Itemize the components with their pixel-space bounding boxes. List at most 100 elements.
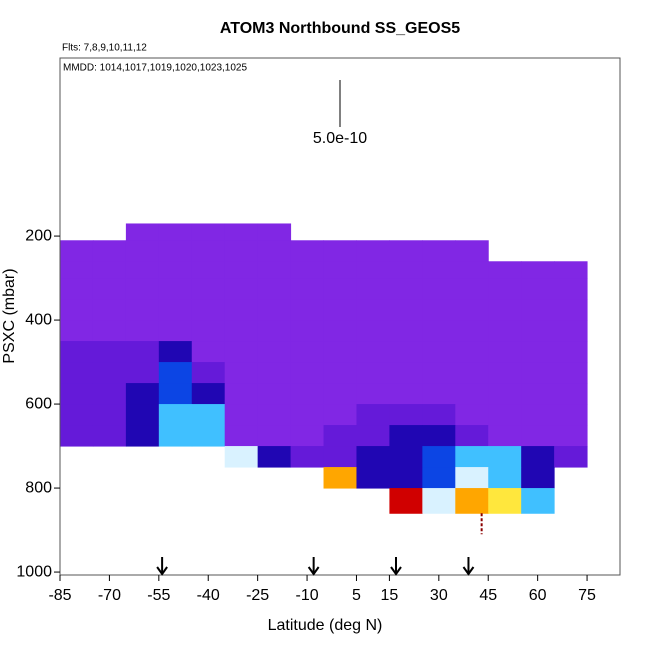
x-tick-label: 30 <box>430 587 448 604</box>
heatmap-cell <box>488 446 522 468</box>
heatmap-cell <box>60 261 94 279</box>
heatmap-cell <box>356 278 390 300</box>
heatmap-cell <box>257 362 292 384</box>
heatmap-cell <box>323 467 357 489</box>
heatmap-cell <box>455 383 489 405</box>
heatmap-cell <box>257 278 292 300</box>
heatmap-cell <box>290 404 325 426</box>
heatmap-cell <box>455 261 489 279</box>
heatmap-cell <box>290 425 325 447</box>
heatmap-cell <box>191 223 226 241</box>
heatmap-cell <box>323 446 357 468</box>
heatmap-cell <box>389 383 423 405</box>
heatmap-cell <box>257 299 292 321</box>
heatmap-cell <box>158 320 193 342</box>
flight-arrow-head <box>307 566 320 576</box>
x-tick-label: 15 <box>381 587 399 604</box>
heatmap-cell <box>191 320 226 342</box>
y-tick-label: 1000 <box>16 563 52 580</box>
heatmap-cell <box>60 240 94 262</box>
heatmap-cell <box>389 488 423 514</box>
heatmap-cell <box>125 404 160 426</box>
heatmap-cell <box>554 341 588 363</box>
heatmap-cell <box>290 383 325 405</box>
heatmap-cell <box>60 341 94 363</box>
heatmap-cell <box>521 278 555 300</box>
heatmap-cell <box>422 446 456 468</box>
heatmap-cell <box>191 404 226 426</box>
heatmap-cell <box>389 261 423 279</box>
heatmap-cell <box>422 278 456 300</box>
heatmap-cell <box>422 299 456 321</box>
heatmap-cell <box>125 240 160 262</box>
flight-arrow-head <box>156 566 168 576</box>
heatmap-cell <box>488 404 522 426</box>
heatmap-cell <box>191 278 226 300</box>
heatmap-cell <box>554 320 588 342</box>
heatmap-cell <box>158 383 193 405</box>
heatmap-cell <box>554 278 588 300</box>
heatmap-cell <box>488 299 522 321</box>
heatmap-cell <box>521 261 555 279</box>
heatmap-cell <box>191 299 226 321</box>
heatmap-cell <box>356 383 390 405</box>
heatmap-cell <box>158 404 193 426</box>
y-tick-label: 600 <box>25 395 52 412</box>
heatmap-cell <box>521 488 555 514</box>
heatmap-cell <box>455 341 489 363</box>
heatmap-cell <box>488 320 522 342</box>
chart-title: ATOM3 Northbound SS_GEOS5 <box>220 20 460 37</box>
heatmap-cell <box>92 299 127 321</box>
heatmap-cell <box>554 404 588 426</box>
heatmap-cell <box>257 446 292 468</box>
heatmap-cell <box>158 341 193 363</box>
heatmap-cell <box>356 404 390 426</box>
heatmap-cell <box>521 446 555 468</box>
heatmap-cell <box>356 299 390 321</box>
heatmap-cell <box>60 404 94 426</box>
heatmap-cell <box>554 299 588 321</box>
heatmap-cell <box>422 261 456 279</box>
heatmap-cell <box>521 362 555 384</box>
heatmap-cell <box>389 320 423 342</box>
heatmap-cell <box>521 404 555 426</box>
heatmap-cell <box>224 299 259 321</box>
heatmap-cell <box>191 240 226 262</box>
y-tick-label: 400 <box>25 311 52 328</box>
heatmap-cell <box>224 223 259 241</box>
heatmap-cell <box>521 341 555 363</box>
heatmap-cell <box>455 320 489 342</box>
heatmap-cell <box>191 362 226 384</box>
heatmap-cell <box>224 425 259 447</box>
heatmap-cell <box>257 320 292 342</box>
heatmap-cell <box>92 404 127 426</box>
heatmap-cell <box>323 240 357 262</box>
heatmap-cell <box>455 425 489 447</box>
x-tick-label: 60 <box>529 587 547 604</box>
heatmap-cell <box>257 261 292 279</box>
heatmap-cell <box>422 362 456 384</box>
heatmap-cell <box>290 278 325 300</box>
heatmap-cell <box>92 261 127 279</box>
heatmap-cell <box>92 425 127 447</box>
heatmap-cell <box>191 383 226 405</box>
heatmap-cell <box>356 362 390 384</box>
heatmap-cell <box>158 425 193 447</box>
heatmap-cell <box>257 223 292 241</box>
heatmap-cell <box>554 261 588 279</box>
heatmap-cell <box>554 362 588 384</box>
heatmap-cell <box>488 278 522 300</box>
heatmap-cell <box>422 320 456 342</box>
x-tick-label: -10 <box>295 587 318 604</box>
x-tick-label: -55 <box>147 587 170 604</box>
heatmap-cell <box>488 383 522 405</box>
heatmap-cell <box>290 320 325 342</box>
heatmap-cell <box>356 467 390 489</box>
heatmap-cell <box>224 383 259 405</box>
heatmap-cell <box>356 425 390 447</box>
heatmap-cell <box>125 261 160 279</box>
x-tick-label: 45 <box>479 587 497 604</box>
x-tick-label: 75 <box>578 587 596 604</box>
heatmap-cell <box>455 404 489 426</box>
heatmap-cell <box>356 341 390 363</box>
